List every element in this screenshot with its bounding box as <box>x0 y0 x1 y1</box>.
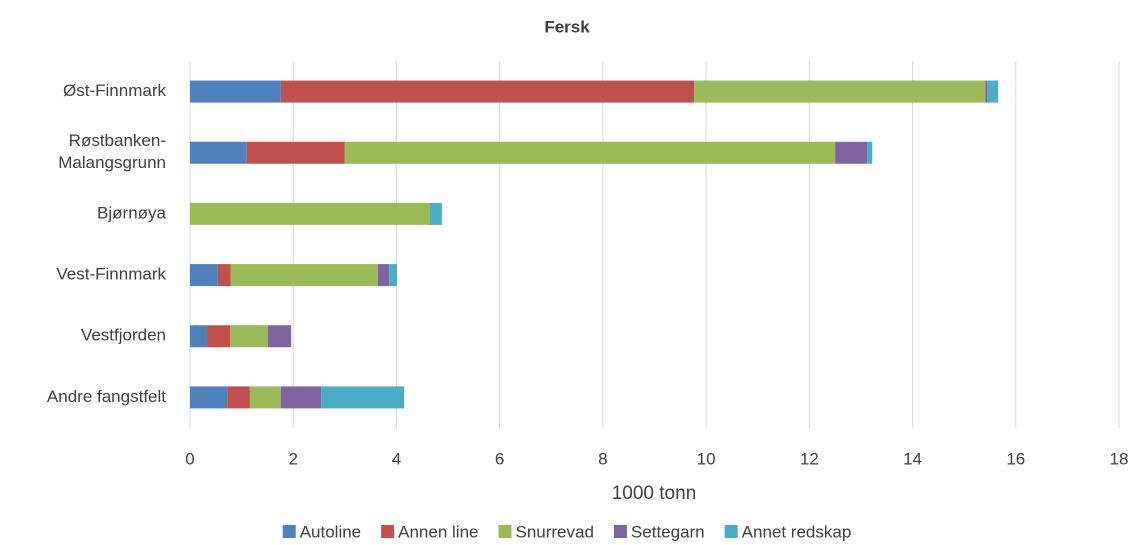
bar-segment <box>377 264 390 287</box>
x-tick-label: 18 <box>1110 449 1129 468</box>
y-tick-label: Vest-Finnmark <box>56 265 166 284</box>
bar-segment <box>190 386 228 409</box>
legend-label: Annen line <box>398 522 478 541</box>
bar-segment <box>280 386 322 409</box>
bar-segment <box>217 264 231 287</box>
bar-segment <box>694 80 986 103</box>
y-tick-label: Røstbanken-Malangsgrunn <box>58 131 166 172</box>
x-tick-label: 4 <box>392 449 401 468</box>
x-axis-title: 1000 tonn <box>612 483 697 504</box>
x-tick-label: 12 <box>800 449 819 468</box>
bar-segment <box>344 141 836 164</box>
y-tick-label: Bjørnøya <box>97 203 167 222</box>
y-tick-label: Vestfjorden <box>81 326 166 345</box>
bar-segment <box>280 80 695 103</box>
legend-swatch <box>282 525 296 538</box>
bar-segment <box>835 141 868 164</box>
legend-swatch <box>613 525 627 538</box>
legend-swatch <box>724 525 738 538</box>
bar-segment <box>230 264 378 287</box>
x-tick-label: 6 <box>495 449 504 468</box>
bar-segment <box>190 141 247 164</box>
bar-segment <box>230 325 268 348</box>
bar-segment <box>987 80 999 103</box>
x-tick-label: 16 <box>1006 449 1025 468</box>
bar-segment <box>246 141 345 164</box>
legend: Autoline Annen line Snurrevad Settegarn Anne… <box>282 522 852 541</box>
x-tick-label: 2 <box>288 449 297 468</box>
x-tick-label: 8 <box>598 449 607 468</box>
x-tick-label: 10 <box>697 449 716 468</box>
bar-segment <box>227 386 250 409</box>
bar-segment <box>429 202 442 225</box>
bar-segment <box>389 264 397 287</box>
bar-segment <box>267 325 292 348</box>
legend-label: Autoline <box>300 522 361 541</box>
legend-label: Annet redskap <box>742 522 852 541</box>
x-tick-label: 0 <box>185 449 194 468</box>
y-tick-label: Øst-Finnmark <box>63 81 166 100</box>
chart-title: Fersk <box>544 17 590 36</box>
bar-segment <box>867 141 873 164</box>
bar-segment <box>190 80 281 103</box>
bar-segment <box>321 386 405 409</box>
bar-segment <box>249 386 281 409</box>
legend-label: Settegarn <box>631 522 705 541</box>
bar-segment <box>190 202 430 225</box>
bar-segment <box>985 80 988 103</box>
legend-label: Snurrevad <box>515 522 593 541</box>
legend-swatch <box>498 525 512 538</box>
legend-swatch <box>381 525 395 538</box>
bar-segment <box>207 325 231 348</box>
y-tick-label: Andre fangstfelt <box>47 387 166 406</box>
bar-segment <box>190 325 208 348</box>
x-tick-label: 14 <box>903 449 922 468</box>
bar-segment <box>190 264 218 287</box>
